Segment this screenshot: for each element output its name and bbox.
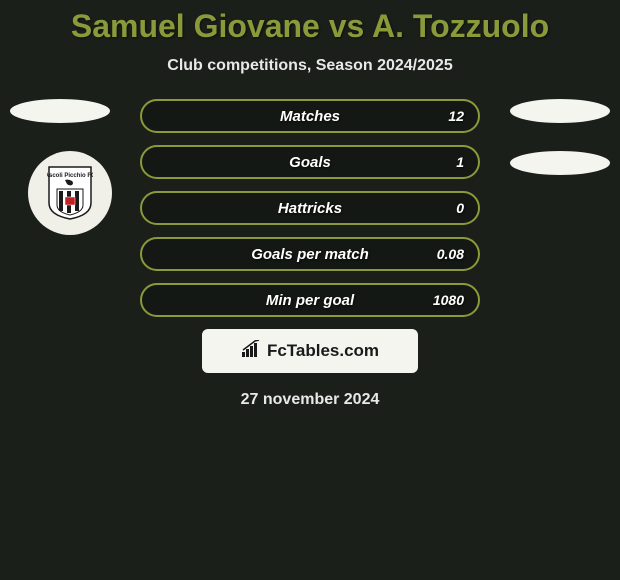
stat-row: Matches 12 — [140, 99, 480, 133]
stat-label: Min per goal — [266, 292, 354, 309]
bar-chart-icon — [241, 340, 263, 363]
stat-value: 0.08 — [437, 246, 464, 262]
subtitle: Club competitions, Season 2024/2025 — [0, 57, 620, 75]
stat-rows: Matches 12 Goals 1 Hattricks 0 Goals per… — [140, 99, 480, 317]
stat-value: 12 — [448, 108, 464, 124]
player-photo-placeholder-right-1 — [510, 99, 610, 123]
branding-badge[interactable]: FcTables.com — [202, 329, 418, 373]
club-shield-icon: Ascoli Picchio FC — [47, 165, 93, 221]
stat-label: Hattricks — [278, 200, 342, 217]
stat-value: 1080 — [433, 292, 464, 308]
player-photo-placeholder-right-2 — [510, 151, 610, 175]
branding-text: FcTables.com — [267, 341, 379, 361]
date-text: 27 november 2024 — [10, 391, 610, 409]
player-photo-placeholder-left — [10, 99, 110, 123]
stats-area: Ascoli Picchio FC Matches 12 Goals 1 — [0, 99, 620, 409]
stat-label: Goals per match — [251, 246, 369, 263]
stat-row: Hattricks 0 — [140, 191, 480, 225]
svg-text:Ascoli Picchio FC: Ascoli Picchio FC — [47, 173, 93, 179]
stat-label: Goals — [289, 154, 331, 171]
branding-inner: FcTables.com — [241, 340, 379, 363]
stat-row: Min per goal 1080 — [140, 283, 480, 317]
stat-value: 1 — [456, 154, 464, 170]
stat-value: 0 — [456, 200, 464, 216]
club-logo: Ascoli Picchio FC — [28, 151, 112, 235]
stat-row: Goals per match 0.08 — [140, 237, 480, 271]
stat-label: Matches — [280, 108, 340, 125]
stat-row: Goals 1 — [140, 145, 480, 179]
comparison-card: Samuel Giovane vs A. Tozzuolo Club compe… — [0, 0, 620, 409]
page-title: Samuel Giovane vs A. Tozzuolo — [0, 8, 620, 45]
